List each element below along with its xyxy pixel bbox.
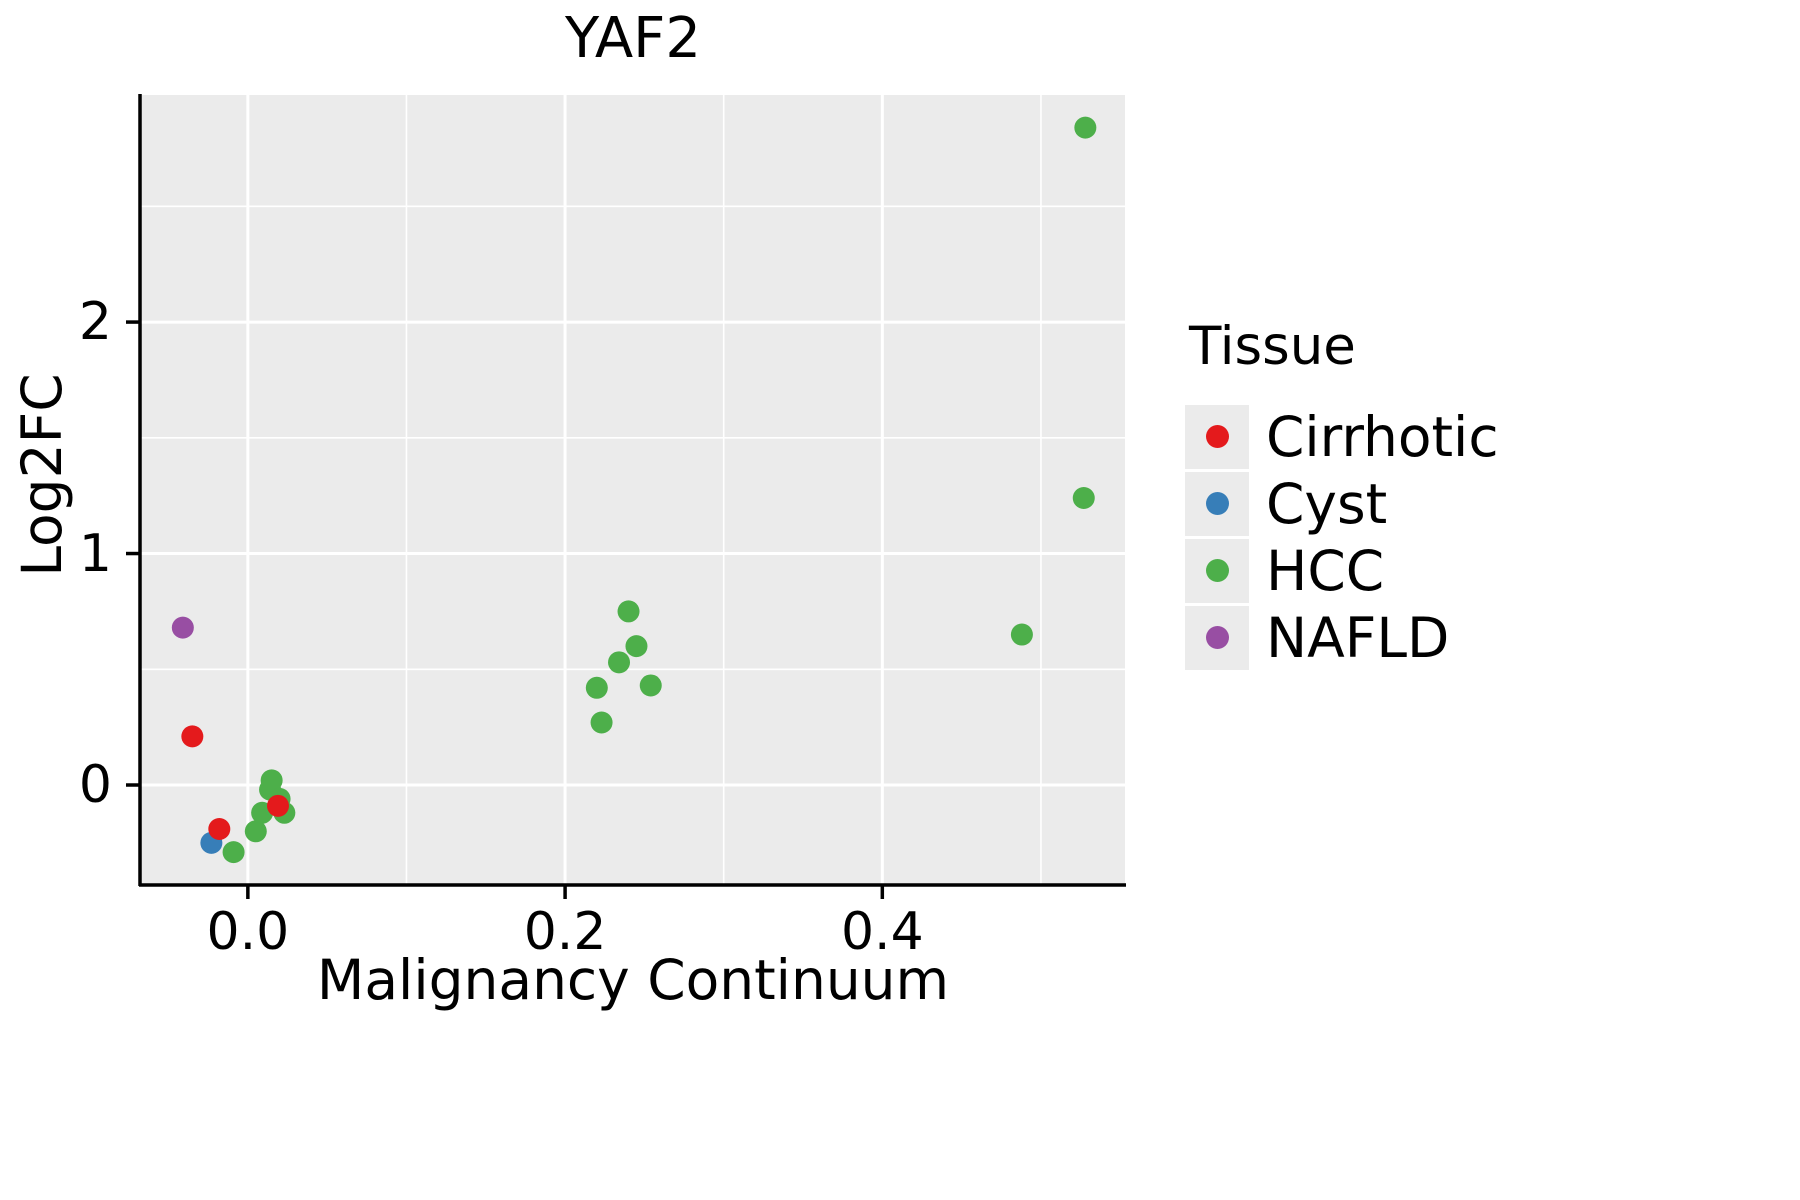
data-point-hcc [1072,486,1095,509]
x-tick-label: 0.0 [206,902,290,962]
legend-label: Cirrhotic [1266,404,1499,469]
plot-area [126,94,1126,899]
data-point-hcc [608,651,631,674]
legend-dot-icon [1205,425,1229,448]
data-point-cirrhotic [181,725,204,748]
data-point-hcc [1074,116,1097,139]
y-tick-label: 2 [78,292,112,353]
data-point-hcc [625,635,648,658]
legend-item-nafld: NAFLD [1185,604,1499,671]
x-tick-label: 0.2 [523,902,607,962]
legend-key [1185,471,1249,536]
data-point-hcc [260,769,283,792]
data-point-hcc [1010,623,1033,646]
data-point-hcc [617,600,640,623]
legend-label: NAFLD [1266,605,1450,670]
legend-items: Cirrhotic Cyst HCC NAFLD [1185,403,1499,671]
data-point-nafld [171,616,194,639]
data-point-hcc [222,841,245,864]
legend-item-cyst: Cyst [1185,470,1499,537]
legend-key [1185,404,1249,469]
data-point-hcc [585,676,608,699]
legend-key [1185,605,1249,670]
legend-label: HCC [1266,538,1385,603]
legend-label: Cyst [1266,471,1388,536]
data-point-cirrhotic [266,794,289,817]
data-point-cirrhotic [208,817,231,840]
legend-dot-icon [1205,626,1229,649]
legend: Tissue Cirrhotic Cyst HCC NAFLD [1185,316,1499,671]
y-tick-label: 1 [78,523,112,584]
plot-panel [140,95,1125,885]
legend-dot-icon [1205,559,1229,582]
data-point-hcc [244,820,267,843]
legend-dot-icon [1205,492,1229,515]
chart-title: YAF2 [564,6,702,71]
data-point-hcc [590,711,613,734]
x-axis-label: Malignancy Continuum [316,948,950,1012]
legend-item-hcc: HCC [1185,537,1499,604]
y-tick-label: 0 [78,755,112,815]
legend-key [1185,538,1249,603]
data-point-hcc [639,674,662,697]
legend-title: Tissue [1189,316,1356,377]
x-tick-label: 0.4 [840,902,924,962]
legend-item-cirrhotic: Cirrhotic [1185,403,1499,470]
